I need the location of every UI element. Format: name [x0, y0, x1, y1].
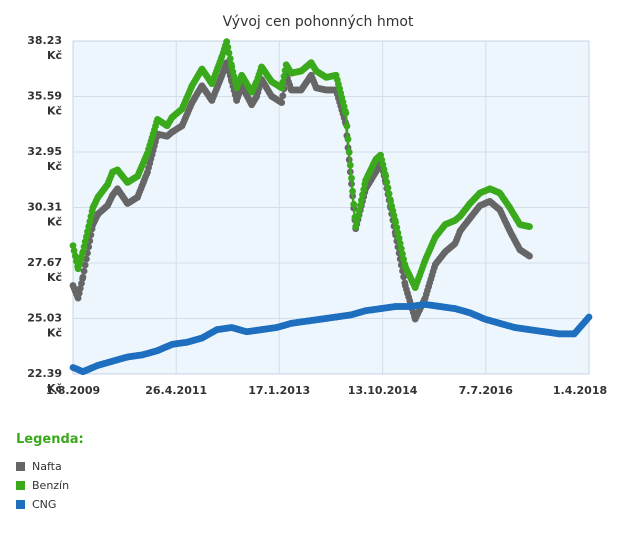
legend-label-cng: CNG: [32, 498, 57, 511]
x-tick-label: 7.7.2016: [459, 384, 514, 397]
data-point-benzin[interactable]: [84, 228, 91, 236]
data-point-benzin[interactable]: [396, 240, 404, 247]
data-point-benzin[interactable]: [399, 250, 406, 258]
data-point-nafta[interactable]: [400, 273, 407, 281]
x-tick-label: 1.4.2018: [553, 384, 607, 397]
data-point-benzin[interactable]: [382, 172, 390, 180]
data-point-nafta[interactable]: [81, 261, 89, 269]
legend-swatch-cng: [16, 500, 25, 509]
data-point-benzin[interactable]: [359, 191, 366, 199]
data-point-benzin[interactable]: [343, 122, 351, 130]
data-point-benzin[interactable]: [87, 213, 95, 220]
y-tick-unit: Kč: [47, 216, 62, 229]
data-point-benzin[interactable]: [395, 234, 403, 242]
data-point-benzin[interactable]: [279, 78, 287, 86]
y-tick-unit: Kč: [47, 327, 62, 340]
y-tick-label: 27.67: [27, 256, 62, 269]
x-tick-label: 13.10.2014: [348, 384, 418, 397]
data-point-benzin[interactable]: [400, 255, 407, 263]
data-point-benzin[interactable]: [226, 55, 234, 63]
data-point-benzin[interactable]: [280, 72, 288, 80]
y-tick-unit: Kč: [47, 105, 62, 118]
data-point-benzin[interactable]: [345, 148, 353, 156]
data-point-benzin[interactable]: [80, 243, 88, 251]
data-point-benzin[interactable]: [69, 242, 77, 250]
y-tick-label: 25.03: [27, 312, 62, 325]
series-benzin: [69, 38, 533, 291]
data-point-benzin[interactable]: [224, 43, 232, 51]
data-point-benzin[interactable]: [223, 38, 231, 45]
data-point-benzin[interactable]: [394, 229, 402, 237]
x-tick-label: 1.8.2009: [46, 384, 100, 397]
data-point-benzin[interactable]: [352, 223, 360, 231]
legend-label-benzin: Benzín: [32, 479, 70, 492]
data-point-benzin[interactable]: [360, 186, 368, 193]
data-point-nafta[interactable]: [278, 99, 286, 106]
data-point-benzin[interactable]: [385, 190, 393, 198]
data-point-benzin[interactable]: [393, 224, 401, 232]
data-point-benzin[interactable]: [526, 223, 533, 231]
x-tick-label: 17.1.2013: [248, 384, 310, 397]
y-tick-unit: Kč: [47, 382, 62, 395]
data-point-benzin[interactable]: [350, 200, 358, 208]
data-point-cng[interactable]: [585, 313, 593, 321]
legend-swatch-nafta: [16, 462, 25, 471]
data-point-benzin[interactable]: [79, 248, 87, 256]
data-point-benzin[interactable]: [344, 135, 352, 143]
data-point-benzin[interactable]: [225, 49, 233, 57]
data-point-benzin[interactable]: [86, 218, 94, 225]
data-point-benzin[interactable]: [348, 174, 355, 182]
data-point-benzin[interactable]: [353, 217, 361, 225]
legend-item-nafta[interactable]: Nafta: [16, 457, 84, 476]
data-point-benzin[interactable]: [383, 178, 391, 186]
data-point-benzin[interactable]: [71, 252, 79, 260]
chart-title: Vývoj cen pohonných hmot: [223, 14, 414, 30]
y-axis-ticks: 38.23 Kč 35.59 Kč 32.95 Kč 30.31 Kč 27.67 Kč 25.03…: [27, 34, 62, 395]
legend-title: Legenda:: [16, 432, 84, 447]
y-tick-label: 30.31: [27, 201, 62, 214]
data-point-benzin[interactable]: [355, 207, 363, 215]
y-tick-unit: Kč: [47, 160, 62, 173]
x-tick-label: 26.4.2011: [145, 384, 207, 397]
data-point-benzin[interactable]: [70, 247, 78, 255]
y-tick-label: 32.95: [27, 145, 62, 158]
legend-item-benzin[interactable]: Benzín: [16, 476, 84, 495]
legend-label-nafta: Nafta: [32, 460, 62, 473]
data-point-benzin[interactable]: [358, 196, 365, 204]
legend: Legenda: Nafta Benzín CNG: [16, 432, 84, 514]
data-point-benzin[interactable]: [384, 184, 392, 192]
data-point-benzin[interactable]: [397, 245, 405, 253]
data-point-benzin[interactable]: [346, 161, 354, 169]
y-tick-label: 35.59: [27, 90, 62, 103]
legend-item-cng[interactable]: CNG: [16, 495, 84, 514]
x-axis-ticks: 1.8.2009 26.4.2011 17.1.2013 13.10.2014 7.7.…: [46, 384, 607, 397]
data-point-nafta[interactable]: [79, 273, 87, 281]
data-point-benzin[interactable]: [354, 212, 362, 220]
data-point-benzin[interactable]: [278, 84, 286, 92]
data-point-benzin[interactable]: [356, 202, 364, 209]
data-point-benzin[interactable]: [342, 109, 350, 117]
legend-swatch-benzin: [16, 481, 25, 490]
y-tick-label: 38.23: [27, 34, 62, 47]
y-tick-unit: Kč: [47, 49, 62, 62]
y-tick-label: 22.39: [27, 367, 62, 380]
data-point-nafta[interactable]: [279, 92, 287, 100]
data-point-nafta[interactable]: [80, 267, 88, 275]
data-point-benzin[interactable]: [349, 187, 356, 195]
data-point-nafta[interactable]: [526, 252, 533, 260]
data-point-benzin[interactable]: [392, 219, 399, 226]
series-cng: [69, 301, 593, 376]
series-layer: [69, 38, 593, 376]
y-tick-unit: Kč: [47, 271, 62, 284]
data-point-benzin[interactable]: [83, 233, 90, 241]
grid-lines: [73, 41, 589, 374]
